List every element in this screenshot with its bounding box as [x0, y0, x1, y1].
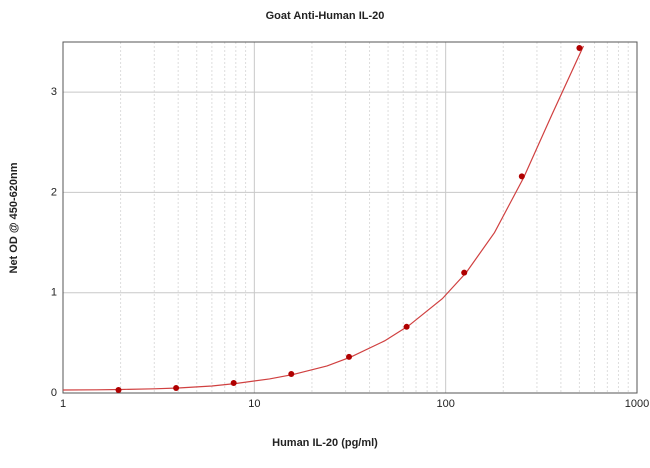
- data-point: [115, 386, 122, 393]
- data-point: [173, 384, 180, 391]
- data-point: [288, 370, 295, 377]
- x-axis-label: Human IL-20 (pg/ml): [272, 437, 378, 449]
- x-tick-label: 1000: [625, 398, 649, 410]
- y-tick-label: 3: [51, 86, 57, 98]
- data-point: [518, 173, 525, 180]
- x-tick-label: 1: [60, 398, 66, 410]
- y-axis-label: Net OD @ 450-620nm: [8, 162, 20, 273]
- y-tick-label: 1: [51, 287, 57, 299]
- data-point: [576, 45, 583, 52]
- chart-title: Goat Anti-Human IL-20: [266, 10, 385, 22]
- data-point: [230, 379, 237, 386]
- data-point: [461, 269, 468, 276]
- plot-frame: [62, 41, 638, 394]
- x-tick-label: 100: [436, 398, 454, 410]
- y-tick-label: 2: [51, 186, 57, 198]
- fit-curve: [62, 45, 585, 391]
- x-tick-label: 10: [248, 398, 260, 410]
- data-point: [403, 323, 410, 330]
- y-tick-label: 0: [51, 387, 57, 399]
- data-point: [346, 353, 353, 360]
